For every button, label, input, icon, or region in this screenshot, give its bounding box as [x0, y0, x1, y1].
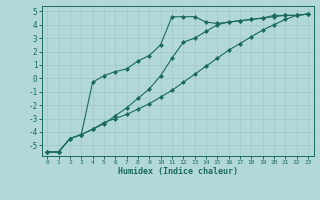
X-axis label: Humidex (Indice chaleur): Humidex (Indice chaleur) [118, 167, 237, 176]
